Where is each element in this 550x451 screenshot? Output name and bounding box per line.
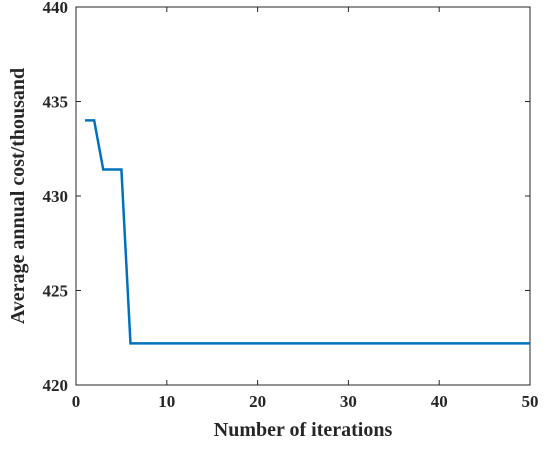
x-tick-label: 30 — [340, 392, 357, 411]
x-axis-label: Number of iterations — [214, 419, 393, 441]
plot-frame — [75, 6, 531, 386]
data-line — [85, 119, 530, 345]
x-tick-label: 50 — [522, 392, 539, 411]
y-tick-label: 430 — [43, 187, 69, 206]
x-tick-label: 20 — [249, 392, 266, 411]
y-tick-label: 420 — [43, 376, 69, 395]
x-tick-label: 10 — [158, 392, 175, 411]
x-tick-label: 40 — [431, 392, 448, 411]
x-tick-label: 0 — [72, 392, 81, 411]
y-tick-label: 440 — [43, 0, 69, 17]
y-axis-label: Average annual cost/thousand — [7, 68, 29, 324]
y-tick-label: 425 — [43, 282, 69, 301]
y-tick-label: 435 — [43, 93, 69, 112]
